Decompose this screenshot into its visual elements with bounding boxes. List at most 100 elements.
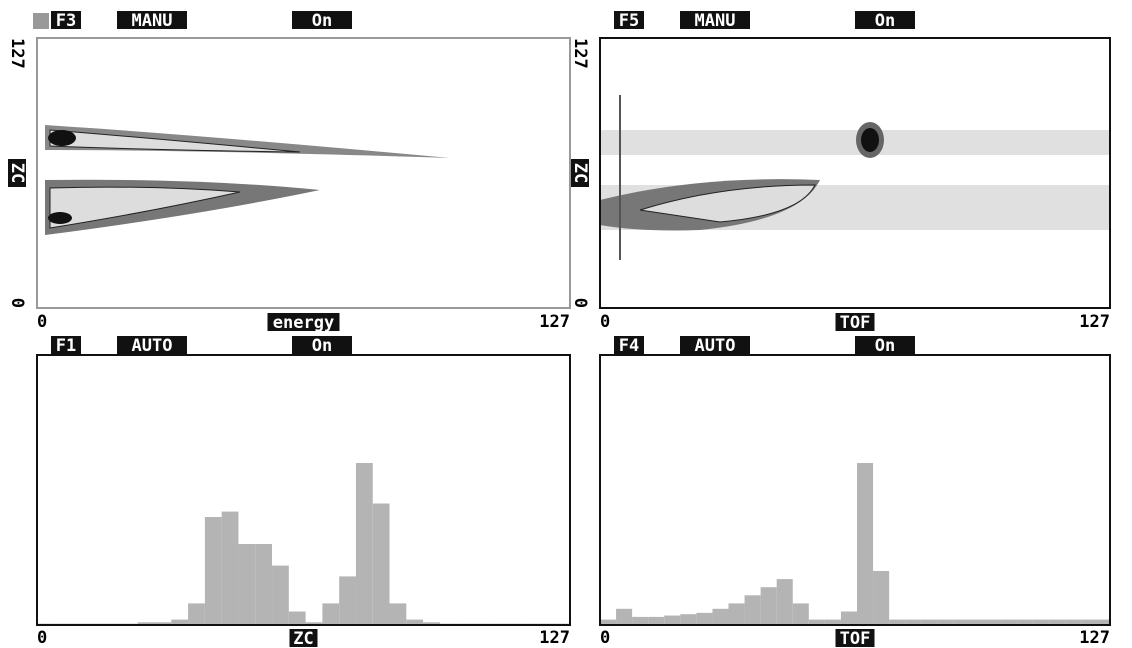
histogram-bar bbox=[1001, 619, 1018, 625]
histogram-bar bbox=[423, 622, 440, 625]
histogram-bar bbox=[1049, 619, 1066, 625]
mode: MANU bbox=[132, 11, 173, 31]
mode: MANU bbox=[695, 11, 736, 31]
histogram-bar bbox=[760, 587, 777, 625]
histogram-bar bbox=[1033, 619, 1050, 625]
histogram-bar bbox=[824, 619, 841, 625]
mode-box bbox=[680, 336, 750, 354]
histogram-bar bbox=[728, 603, 745, 625]
mode-box bbox=[680, 11, 750, 29]
histogram-bar bbox=[1081, 619, 1098, 625]
histogram-bar bbox=[238, 544, 256, 625]
x-tick-label: 127 bbox=[1079, 312, 1110, 332]
y-tick-label: 127 bbox=[570, 38, 590, 69]
histogram-bar bbox=[937, 619, 954, 625]
y-tick-label: 0 bbox=[7, 298, 27, 308]
histogram-bar bbox=[137, 622, 155, 625]
histogram-bar bbox=[389, 603, 407, 625]
function-key-box bbox=[614, 11, 644, 29]
x-axis-label-box bbox=[289, 629, 318, 647]
function-key-box bbox=[51, 11, 81, 29]
plot-frame bbox=[599, 37, 1111, 309]
histogram-bar bbox=[322, 603, 340, 625]
x-axis-label: ZC bbox=[293, 629, 313, 648]
histogram-bar bbox=[680, 614, 697, 625]
function-key-box bbox=[614, 336, 644, 354]
x-tick-label: 127 bbox=[539, 312, 570, 332]
plot-frame bbox=[36, 354, 571, 626]
x-axis-label-box bbox=[835, 313, 875, 331]
histogram-bar bbox=[712, 608, 729, 625]
mode-box bbox=[117, 336, 187, 354]
histogram-bar bbox=[1065, 619, 1082, 625]
y-axis-label: ZC bbox=[7, 163, 27, 183]
y-axis-label: ZC bbox=[570, 163, 590, 183]
histogram-bar bbox=[808, 619, 825, 625]
x-tick-label: 0 bbox=[37, 628, 47, 648]
density-image bbox=[45, 125, 450, 235]
y-tick-label: 127 bbox=[7, 38, 27, 69]
plot-frame bbox=[36, 37, 571, 309]
bars bbox=[600, 463, 1110, 625]
histogram-bar bbox=[985, 619, 1002, 625]
histogram-bar bbox=[355, 463, 373, 625]
histogram-bar bbox=[792, 603, 809, 625]
x-tick-label: 127 bbox=[1079, 628, 1110, 648]
function-key-box bbox=[51, 336, 81, 354]
x-axis-label: TOF bbox=[840, 313, 871, 333]
histogram-bar bbox=[616, 608, 633, 625]
histogram-bar bbox=[372, 503, 390, 625]
x-tick-label: 127 bbox=[539, 628, 570, 648]
plot-frame bbox=[599, 354, 1111, 626]
histogram-bar bbox=[305, 622, 323, 625]
histogram-bar bbox=[857, 463, 874, 625]
histogram-bar bbox=[921, 619, 938, 625]
histogram-bar bbox=[154, 622, 172, 625]
x-tick-label: 0 bbox=[600, 312, 610, 332]
histogram-bar bbox=[171, 619, 189, 625]
status-box bbox=[292, 11, 352, 29]
bars bbox=[37, 463, 570, 625]
x-axis-label: energy bbox=[273, 313, 334, 333]
histogram-bar bbox=[696, 612, 713, 625]
histogram-bar bbox=[221, 511, 239, 625]
function-key: F1 bbox=[56, 336, 76, 356]
status-box bbox=[292, 336, 352, 354]
function-key: F3 bbox=[56, 11, 76, 31]
histogram-bar bbox=[339, 576, 356, 625]
histogram-bar bbox=[632, 616, 649, 625]
mode: AUTO bbox=[695, 336, 736, 356]
status: On bbox=[875, 11, 895, 31]
x-axis-label: TOF bbox=[840, 629, 871, 648]
histogram-bar bbox=[600, 619, 617, 625]
histogram-bar bbox=[1017, 619, 1034, 625]
mode-box bbox=[117, 11, 187, 29]
x-tick-label: 0 bbox=[600, 628, 610, 648]
status-square bbox=[33, 13, 49, 29]
x-tick-label: 0 bbox=[37, 312, 47, 332]
status: On bbox=[875, 336, 895, 356]
x-axis-label-box bbox=[267, 313, 340, 331]
histogram-bar bbox=[255, 544, 273, 625]
histogram-bar bbox=[840, 611, 858, 625]
histogram-bar bbox=[406, 619, 424, 625]
y-tick-label: 0 bbox=[570, 298, 590, 308]
histogram-bar bbox=[953, 619, 970, 625]
histogram-bar bbox=[889, 619, 906, 625]
density-image bbox=[600, 95, 1110, 260]
status-box bbox=[855, 11, 915, 29]
y-axis-label-box bbox=[8, 159, 26, 187]
histogram-bar bbox=[873, 571, 890, 625]
x-axis-label-box bbox=[835, 629, 875, 647]
histogram-bar bbox=[664, 615, 681, 625]
histogram-bar bbox=[905, 619, 922, 625]
mode: AUTO bbox=[132, 336, 173, 356]
histogram-bar bbox=[1097, 619, 1110, 625]
y-axis-label-box bbox=[571, 159, 589, 187]
histogram-bar bbox=[188, 603, 205, 625]
status: On bbox=[312, 11, 332, 31]
histogram-bar bbox=[776, 579, 793, 625]
histogram-bar bbox=[969, 619, 986, 625]
